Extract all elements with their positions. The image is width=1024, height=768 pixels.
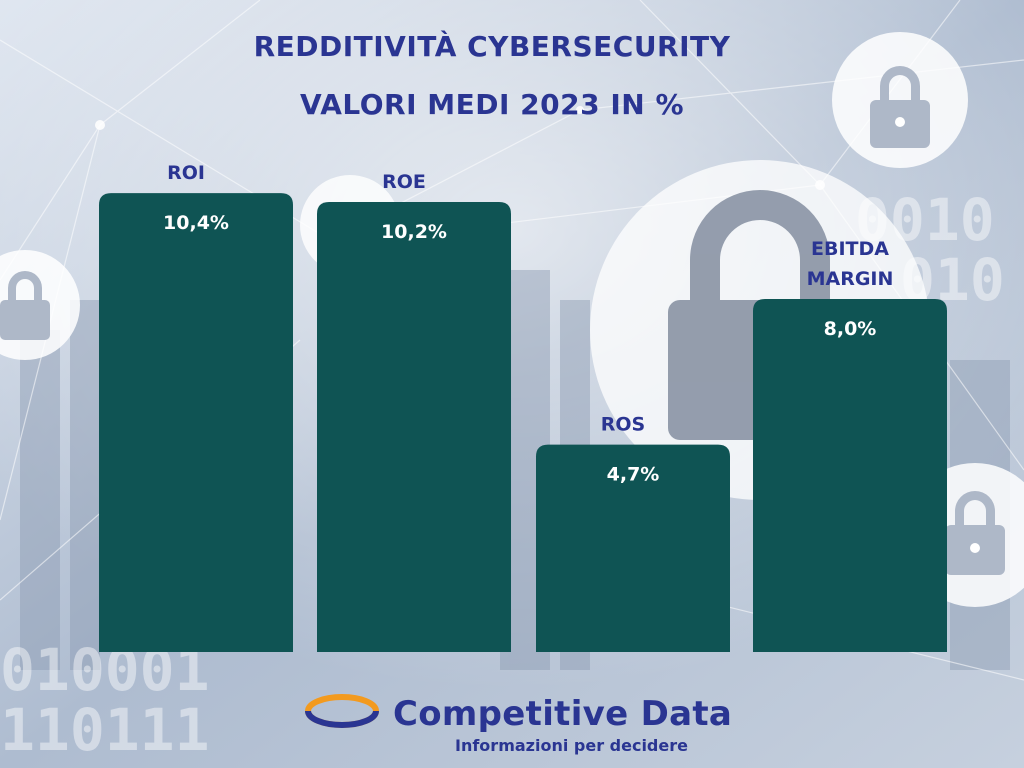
- competitive-data-logo-icon: [305, 694, 379, 728]
- svg-text:110111: 110111: [0, 696, 210, 764]
- brand-name: Competitive Data: [393, 694, 733, 734]
- bar-roe: [317, 202, 511, 652]
- category-label: ROS: [601, 414, 645, 436]
- bar-roi: [99, 193, 293, 653]
- category-label: MARGIN: [807, 268, 894, 290]
- value-label: 4,7%: [607, 464, 660, 486]
- category-label: ROI: [167, 162, 205, 184]
- brand-tagline: Informazioni per decidere: [455, 736, 688, 755]
- svg-text:0010: 0010: [855, 186, 995, 254]
- category-label: ROE: [382, 171, 426, 193]
- value-label: 8,0%: [824, 318, 877, 340]
- category-label: EBITDA: [811, 238, 889, 260]
- bar-ebitda-margin: [753, 299, 947, 652]
- value-label: 10,4%: [163, 212, 229, 234]
- value-label: 10,2%: [381, 221, 447, 243]
- chart-title-line1: REDDITIVITÀ CYBERSECURITY: [253, 30, 731, 63]
- bar-ros: [536, 444, 730, 652]
- chart-title-line2: VALORI MEDI 2023 IN %: [299, 88, 685, 121]
